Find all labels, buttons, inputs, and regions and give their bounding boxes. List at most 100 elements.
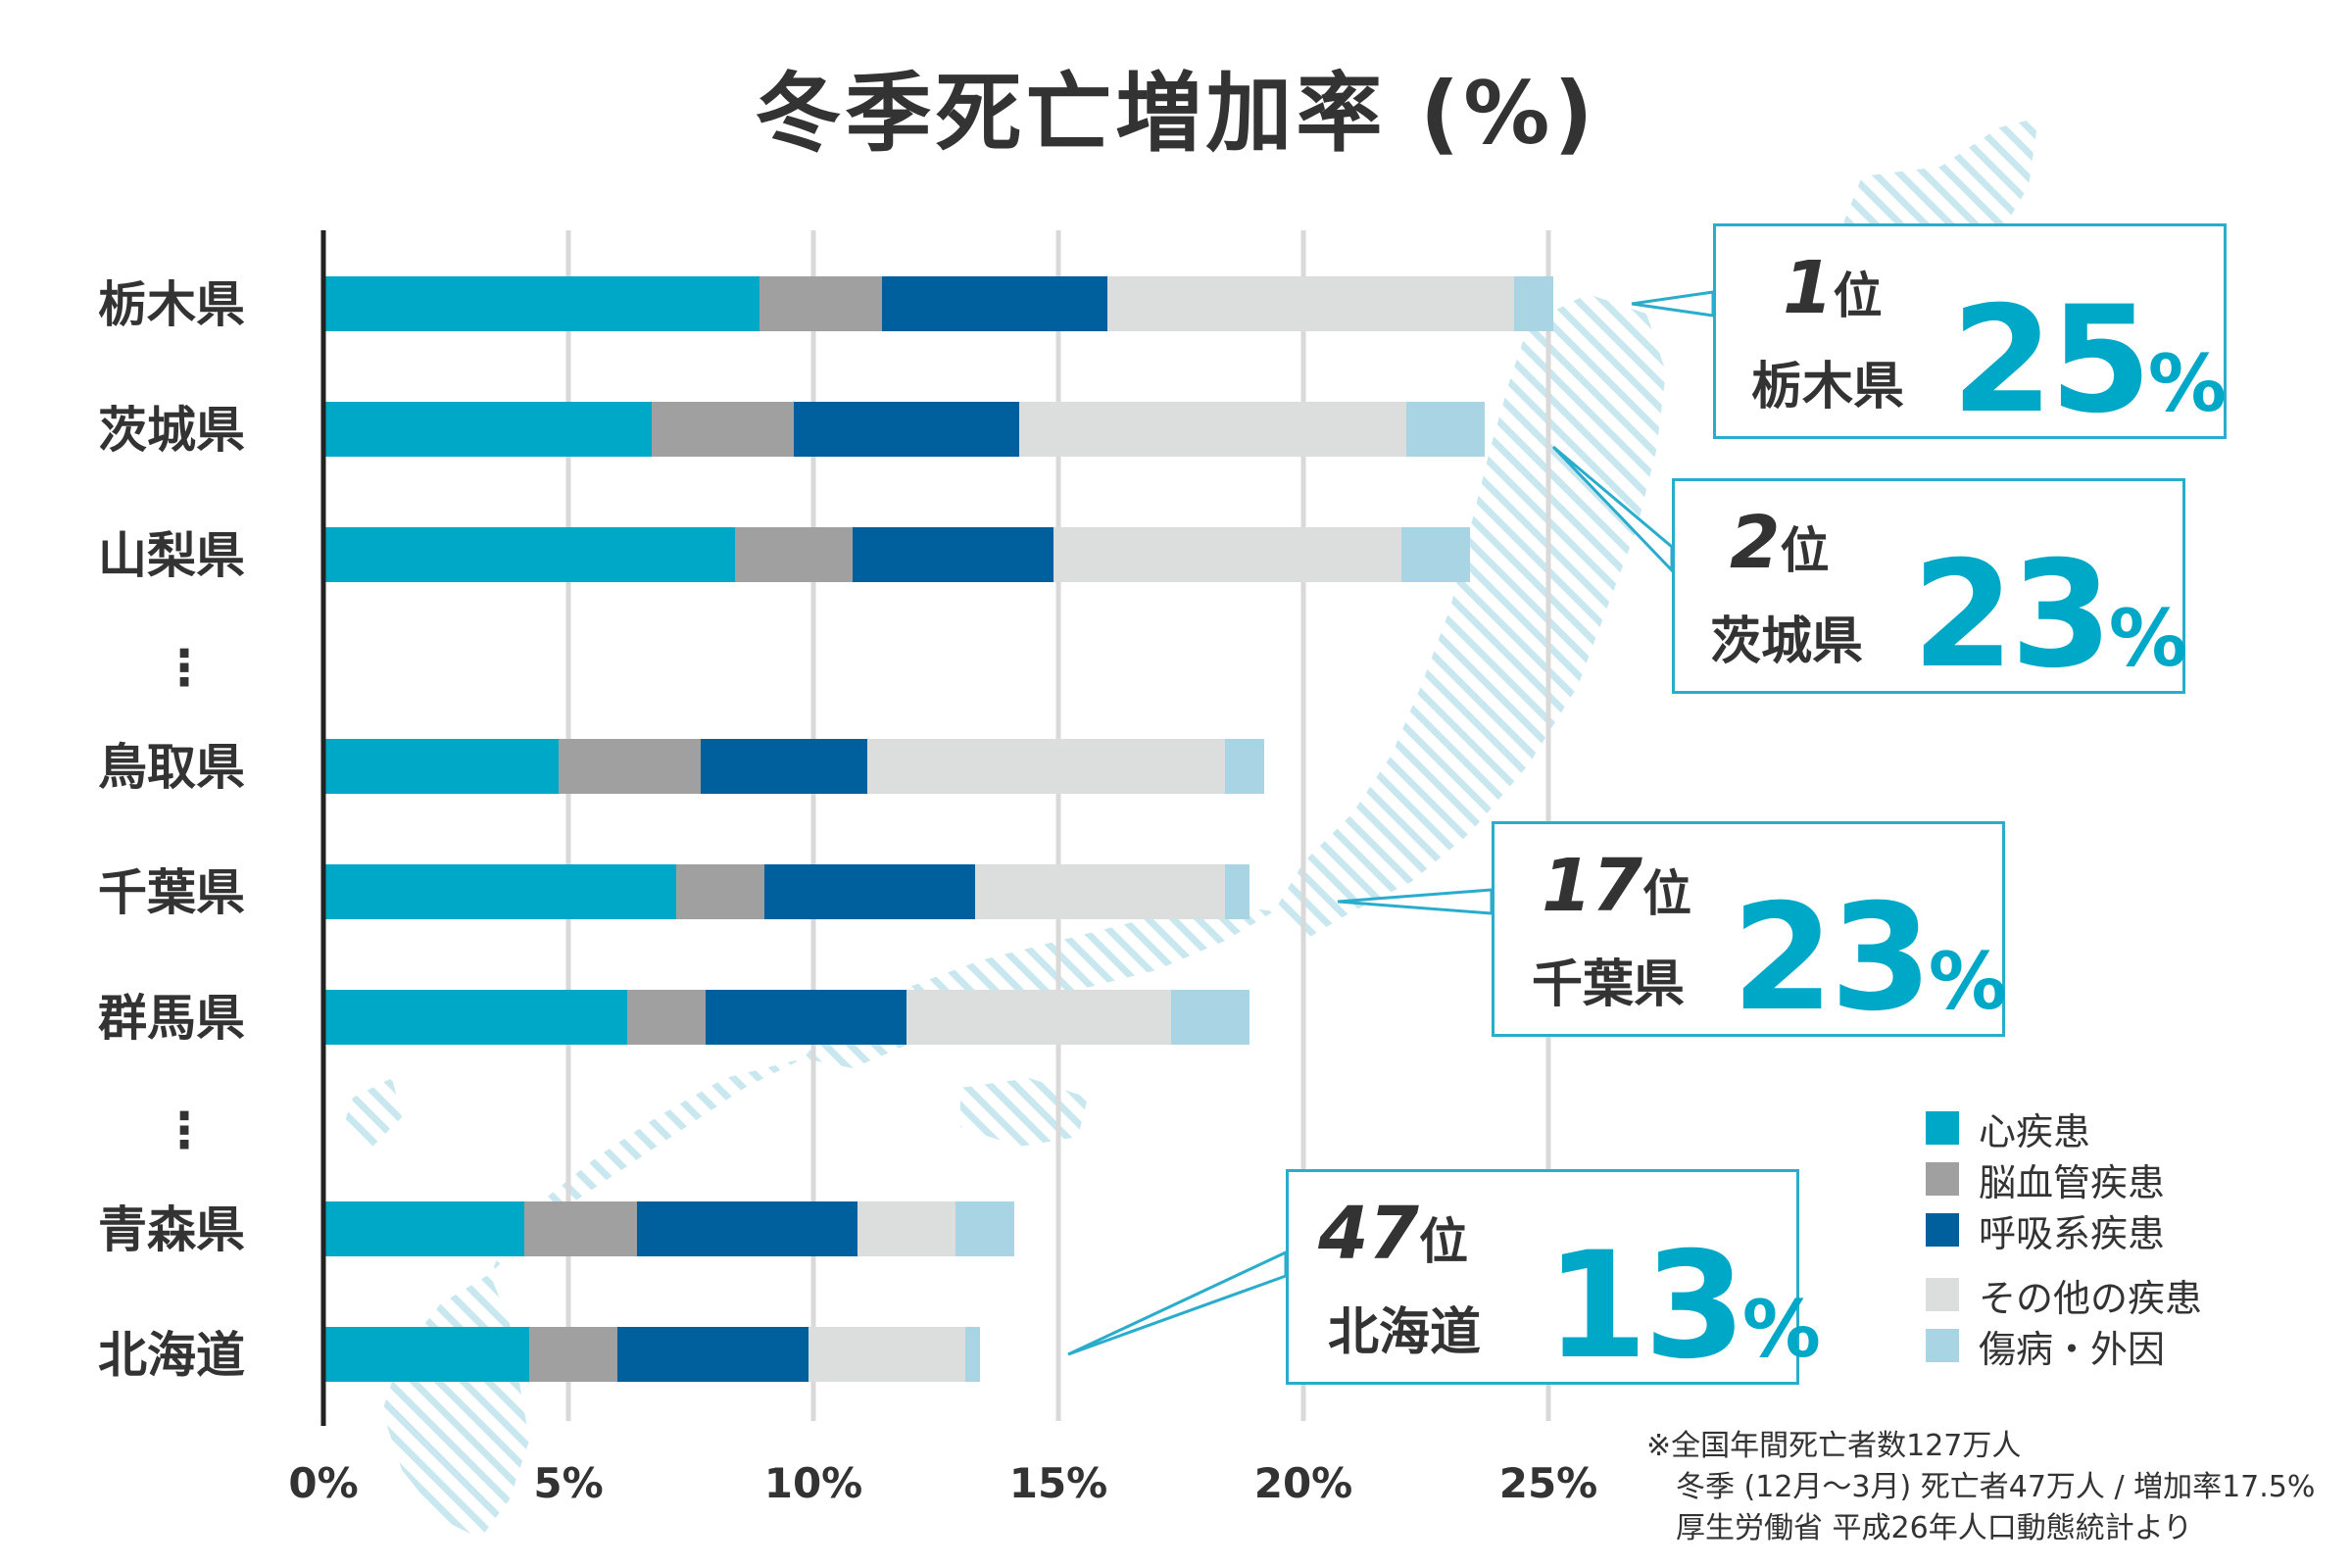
rank-number: 17 <box>1542 844 1642 928</box>
value-unit: % <box>2108 593 2187 684</box>
legend-item: その他の疾患 <box>1926 1269 2202 1320</box>
value-number: 25 <box>1951 275 2152 446</box>
rank-suffix: 位 <box>1642 865 1691 922</box>
source-note: ※全国年間死亡者数127万人 冬季 (12月〜3月) 死亡者47万人 / 増加率… <box>1646 1426 2315 1549</box>
bar-segment <box>764 864 975 919</box>
bar-segment <box>906 990 1171 1045</box>
category-label: 鳥取県 <box>98 739 245 796</box>
callout-rank-2: 2位 茨城県 23% <box>1672 478 2187 694</box>
bar-segment <box>559 739 701 794</box>
legend-swatch <box>1926 1111 1959 1145</box>
bars <box>323 276 1553 1382</box>
callout-rank: 47位 <box>1318 1198 1468 1270</box>
value-unit: % <box>2147 338 2227 429</box>
bar-segment <box>1225 739 1264 794</box>
callout-pointer <box>1067 1250 1288 1356</box>
x-tick-label: 10% <box>764 1459 863 1507</box>
callout-rank: 2位 <box>1730 507 1830 579</box>
bar-segment <box>1406 402 1485 457</box>
callout-prefecture: 千葉県 <box>1532 956 1686 1014</box>
bar-segment <box>1401 527 1470 582</box>
callout-value: 25% <box>1951 287 2227 434</box>
legend-swatch <box>1926 1329 1959 1362</box>
bar-segment <box>323 402 652 457</box>
callout-prefecture: 北海道 <box>1328 1303 1482 1362</box>
chart-title: 冬季死亡増加率 (%) <box>755 63 1597 164</box>
value-number: 13 <box>1545 1221 1746 1392</box>
callout-value: 23% <box>1912 542 2187 689</box>
x-tick-label: 0% <box>288 1459 358 1507</box>
bar-segment <box>323 1201 524 1256</box>
bar-segment <box>323 864 676 919</box>
legend-swatch <box>1926 1278 1959 1311</box>
gap-ellipsis: ⋮ <box>160 1102 209 1159</box>
note-line: ※全国年間死亡者数127万人 <box>1646 1429 2022 1463</box>
category-label: 山梨県 <box>98 527 245 584</box>
bar-segment <box>706 990 906 1045</box>
bar-segment <box>529 1327 617 1382</box>
bar-segment <box>1054 527 1401 582</box>
bar-segment <box>323 527 735 582</box>
bar-segment <box>867 739 1225 794</box>
legend-item: 脳血管疾患 <box>1926 1153 2202 1204</box>
bar-segment <box>975 864 1225 919</box>
bar-segment <box>637 1201 858 1256</box>
legend-item: 呼吸系疾患 <box>1926 1204 2202 1255</box>
legend-swatch <box>1926 1162 1959 1196</box>
legend-item: 心疾患 <box>1926 1102 2202 1153</box>
bar-segment <box>956 1201 1014 1256</box>
callout-rank: 17位 <box>1542 850 1691 922</box>
callout-rank: 1位 <box>1783 252 1883 324</box>
callout-rank-47: 47位 北海道 13% <box>1286 1169 1821 1385</box>
callout-pointer <box>1631 290 1715 318</box>
rank-number: 2 <box>1730 501 1781 585</box>
bar-segment <box>794 402 1019 457</box>
note-line: 冬季 (12月〜3月) 死亡者47万人 / 増加率17.5% <box>1646 1470 2316 1504</box>
bar-segment <box>735 527 853 582</box>
note-line: 厚生労働省 平成26年人口動態統計より <box>1646 1511 2193 1545</box>
callout-rank-1: 1位 栃木県 25% <box>1713 223 2227 439</box>
category-label: 茨城県 <box>98 402 245 459</box>
bar-segment <box>858 1201 956 1256</box>
rank-number: 1 <box>1783 246 1834 330</box>
rank-suffix: 位 <box>1780 522 1830 579</box>
chart-legend: 心疾患 脳血管疾患 呼吸系疾患 その他の疾患 傷病・外因 <box>1926 1102 2202 1371</box>
bar-segment <box>853 527 1054 582</box>
x-tick-label: 25% <box>1499 1459 1598 1507</box>
bar-segment <box>1171 990 1250 1045</box>
category-label: 栃木県 <box>98 276 245 333</box>
bar-segment <box>652 402 794 457</box>
category-label: 群馬県 <box>98 990 245 1047</box>
bar-segment <box>1107 276 1514 331</box>
callout-prefecture: 栃木県 <box>1751 358 1905 416</box>
bar-segment <box>1019 402 1406 457</box>
category-label: 北海道 <box>98 1327 245 1384</box>
x-tick-label: 15% <box>1009 1459 1108 1507</box>
legend-item: 傷病・外因 <box>1926 1320 2202 1371</box>
category-label: 千葉県 <box>98 864 245 921</box>
callout-prefecture: 茨城県 <box>1710 612 1864 671</box>
bar-segment <box>323 990 627 1045</box>
legend-label: 傷病・外因 <box>1979 1327 2166 1371</box>
gap-ellipsis: ⋮ <box>160 640 209 697</box>
x-tick-labels: 0% 5% 10% 15% 20% 25% <box>288 1459 1597 1507</box>
bar-segment <box>524 1201 637 1256</box>
callout-value: 23% <box>1732 885 2007 1032</box>
legend-label: その他の疾患 <box>1979 1276 2203 1320</box>
rank-number: 47 <box>1318 1192 1419 1276</box>
bar-segment <box>627 990 706 1045</box>
bar-segment <box>1225 864 1250 919</box>
bar-segment <box>323 739 559 794</box>
category-label: 青森県 <box>98 1201 245 1258</box>
bar-segment <box>1514 276 1553 331</box>
callout-value: 13% <box>1545 1233 1821 1380</box>
bar-segment <box>701 739 867 794</box>
value-number: 23 <box>1912 530 2113 701</box>
legend-swatch <box>1926 1213 1959 1247</box>
rank-suffix: 位 <box>1833 268 1883 324</box>
value-unit: % <box>1928 936 2007 1027</box>
legend-label: 脳血管疾患 <box>1979 1160 2166 1204</box>
